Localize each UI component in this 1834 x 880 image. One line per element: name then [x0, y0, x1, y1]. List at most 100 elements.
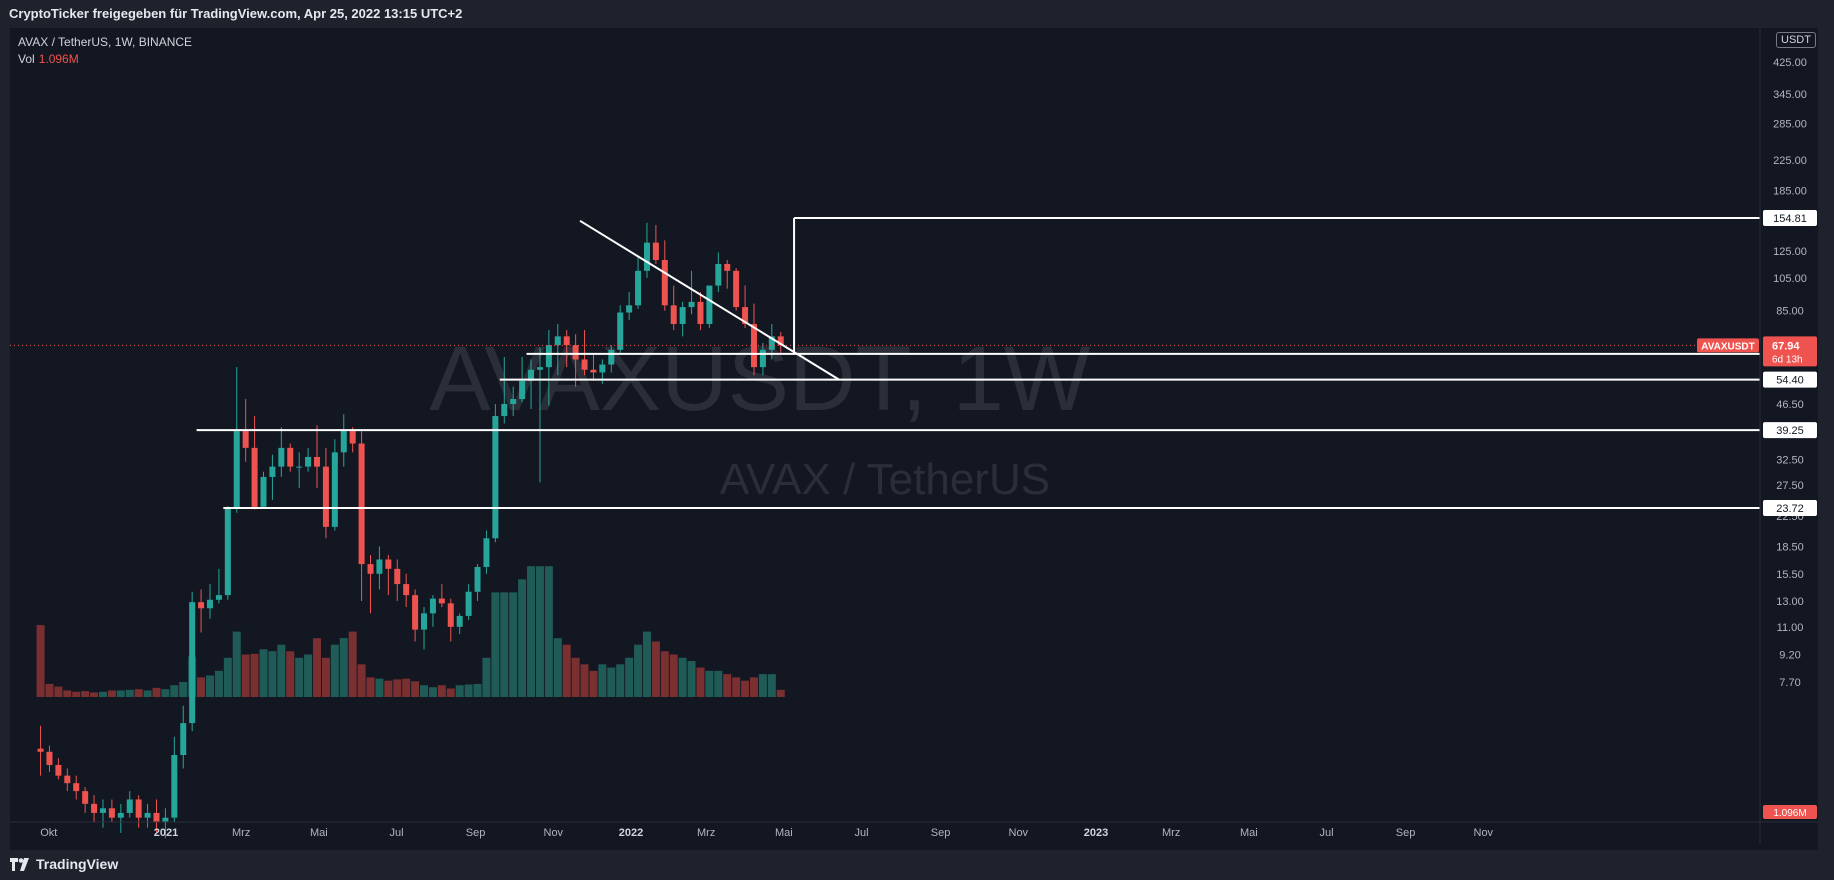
price-tick-label: 46.50 — [1776, 399, 1804, 411]
candle-body — [724, 263, 731, 271]
volume-bar — [544, 566, 553, 697]
volume-bar — [63, 690, 72, 697]
candle-body — [581, 359, 588, 370]
candle-body — [536, 367, 543, 370]
volume-bar — [473, 683, 482, 697]
share-title: CryptoTicker freigegeben für TradingView… — [9, 6, 463, 21]
volume-bar — [179, 681, 188, 697]
time-tick-label: Mai — [1240, 827, 1258, 839]
candle-body — [742, 307, 749, 324]
time-axis[interactable]: Okt 2021 Mrz Mai Jul Sep Nov 2022 Mrz Mai Jul Sep No… — [40, 827, 1493, 839]
volume-bar — [161, 689, 170, 697]
time-tick-label: Mai — [310, 827, 328, 839]
symbol-title[interactable]: AVAX / TetherUS, 1W, BINANCE — [18, 35, 193, 49]
candle-body — [394, 568, 401, 585]
candle-body — [269, 466, 276, 477]
candle-body — [483, 538, 490, 567]
candle-body — [421, 613, 428, 630]
volume-bar — [696, 667, 705, 697]
candle-body — [91, 803, 98, 813]
candle-body — [314, 456, 321, 467]
volume-bar — [562, 644, 571, 697]
volume-bar — [36, 625, 45, 697]
candle-body — [635, 270, 642, 306]
volume-bar — [143, 690, 152, 697]
candle-body — [447, 603, 454, 627]
footer: TradingView — [0, 850, 1834, 880]
time-tick-label: Nov — [1474, 827, 1494, 839]
volume-bar — [232, 631, 241, 697]
time-tick-label: Sep — [1396, 827, 1416, 839]
volume-bar — [732, 677, 741, 697]
candle-body — [617, 312, 624, 350]
volume-bar — [268, 651, 277, 697]
candle-body — [260, 476, 267, 507]
symbol-legend[interactable]: AVAX / TetherUS, 1W, BINANCE Vol 1.096M — [18, 34, 192, 68]
volume-bar — [776, 689, 785, 697]
volume-bar — [589, 670, 598, 697]
volume-bar — [384, 680, 393, 697]
volume-bar — [669, 654, 678, 697]
price-tick-label: 285.00 — [1773, 119, 1807, 131]
volume-bar — [437, 685, 446, 697]
volume-bar — [170, 685, 179, 697]
candle-body — [55, 764, 62, 776]
price-tick-label: 13.00 — [1776, 596, 1804, 608]
volume-bar — [687, 661, 696, 697]
volume-bar — [634, 644, 643, 697]
candle-body — [599, 364, 606, 373]
candle-body — [652, 242, 659, 260]
candle-body — [412, 595, 419, 630]
volume-bar — [482, 657, 491, 697]
chart-background — [10, 28, 1818, 850]
volume-bar — [72, 691, 81, 697]
volume-bar — [616, 664, 625, 697]
volume-bar — [741, 680, 750, 697]
current-price-label: 67.94 — [1772, 340, 1800, 352]
watermark-sub: AVAX / TetherUS — [720, 455, 1050, 504]
candle-body — [670, 305, 677, 324]
tradingview-brand[interactable]: TradingView — [10, 856, 118, 872]
price-tick-label: 18.50 — [1776, 541, 1804, 553]
price-axis[interactable]: 425.00 345.00 285.00 225.00 185.00 125.00 105.… — [1773, 57, 1807, 689]
symbol-tag-label: AVAXUSDT — [1701, 341, 1755, 352]
candle-body — [438, 598, 445, 604]
volume-bar — [509, 592, 518, 697]
candle-body — [661, 259, 668, 306]
candle-body — [215, 595, 222, 600]
level-price-tag — [1763, 210, 1817, 226]
candle-body — [73, 783, 80, 792]
volume-bar — [116, 690, 125, 697]
candle-body — [305, 456, 312, 467]
price-tick-label: 125.00 — [1773, 246, 1807, 258]
price-tick-label: 11.00 — [1777, 622, 1804, 634]
candle-body — [608, 349, 615, 365]
candle-body — [251, 447, 258, 507]
level-price-label: 39.25 — [1776, 425, 1804, 437]
currency-badge[interactable]: USDT — [1776, 32, 1816, 48]
time-tick-label: 2023 — [1084, 827, 1108, 839]
volume-bar — [402, 678, 411, 697]
volume-bar — [54, 686, 63, 697]
time-tick-label: Jul — [390, 827, 404, 839]
candle-body — [474, 566, 481, 592]
volume-legend[interactable]: Vol 1.096M — [18, 51, 192, 68]
candle-body — [510, 399, 517, 404]
volume-bar — [214, 670, 223, 697]
candle-body — [189, 602, 196, 724]
volume-bar — [152, 687, 161, 697]
volume-bar — [598, 664, 607, 697]
volume-bar — [642, 631, 651, 697]
candle-body — [528, 369, 535, 381]
candle-body — [688, 301, 695, 308]
volume-bar — [98, 691, 107, 697]
level-price-label: 23.72 — [1776, 503, 1804, 515]
time-tick-label: Jul — [1320, 827, 1334, 839]
time-tick-label: Jul — [855, 827, 869, 839]
trendline[interactable] — [579, 219, 840, 381]
price-tick-label: 7.70 — [1779, 677, 1800, 689]
candle-body — [376, 559, 383, 574]
brand-name: TradingView — [36, 856, 119, 872]
volume-bar — [535, 566, 544, 697]
